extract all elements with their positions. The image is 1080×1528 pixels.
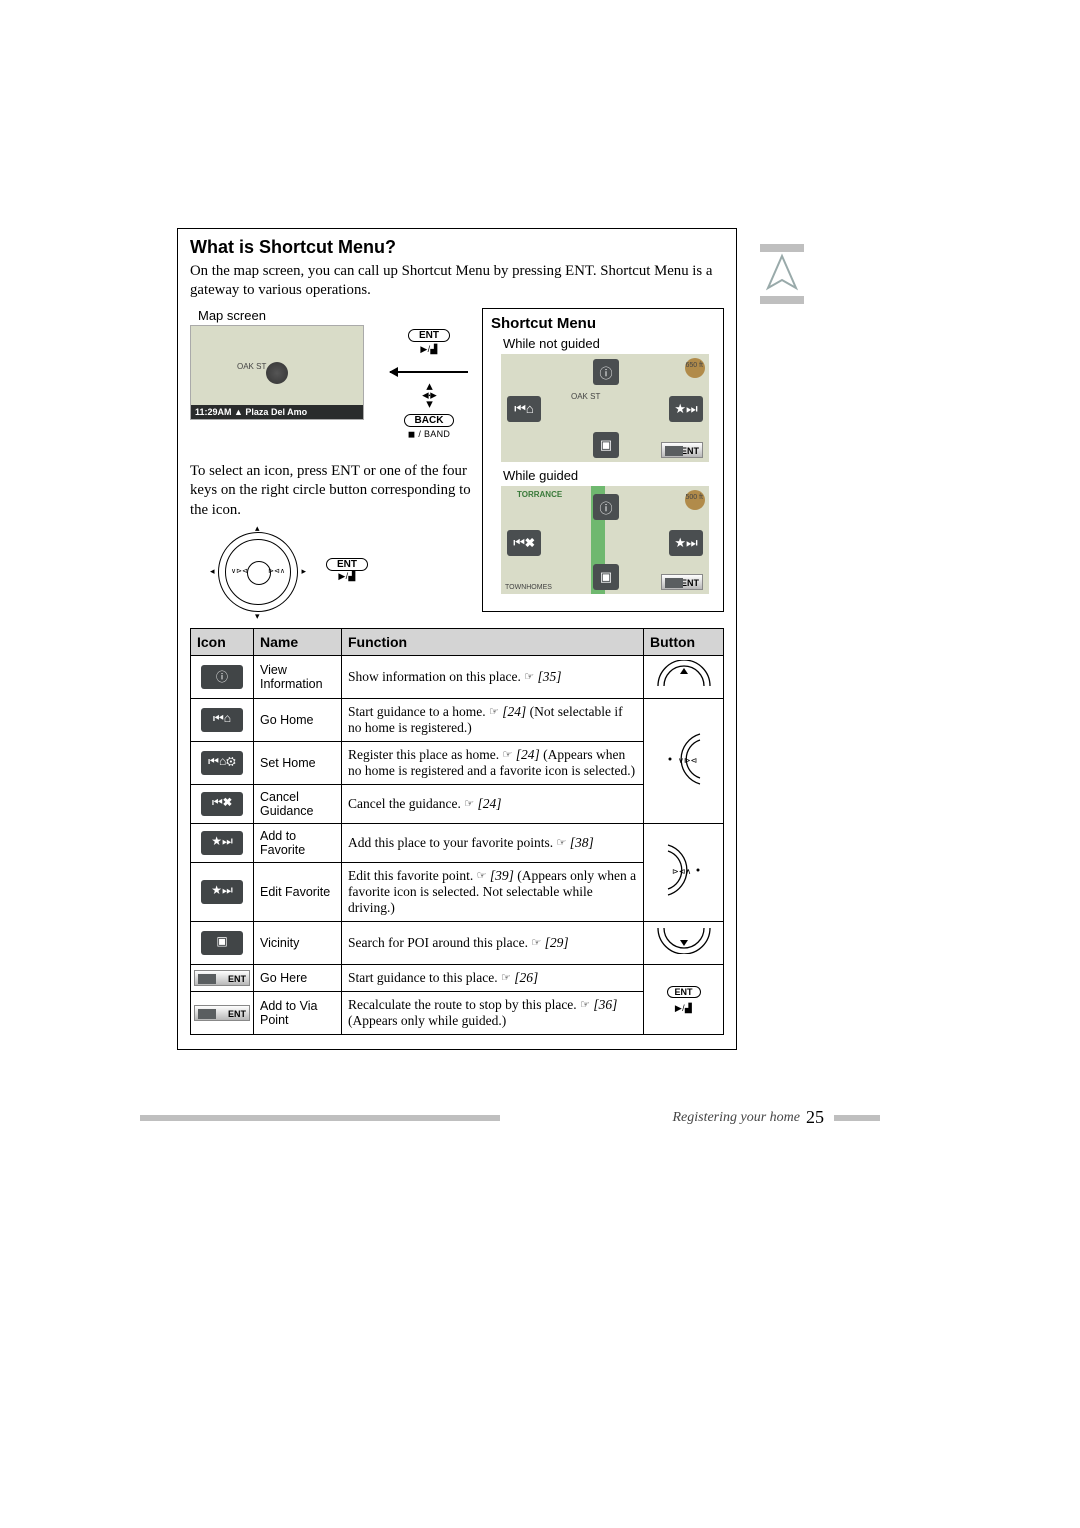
select-instructions: To select an icon, press ENT or one of t… — [190, 462, 480, 520]
add-via-ent-icon: ENT — [194, 1005, 250, 1021]
go-here-ent-icon: ENT — [194, 970, 250, 986]
cancel-guidance-icon: ⏮✖ — [201, 792, 243, 816]
view-info-icon: ⓘ — [201, 665, 243, 689]
vicinity-icon[interactable]: ▣ — [593, 432, 619, 458]
func-cell: Search for POI around this place. ☞ [29] — [342, 921, 644, 964]
vicinity-icon[interactable]: ▣ — [593, 564, 619, 590]
map-screen-label: Map screen — [198, 308, 480, 323]
go-here-icon[interactable]: ENT — [661, 442, 703, 458]
map-screen-thumbnail: OAK ST 11:29AM ▲ Plaza Del Amo — [190, 325, 364, 420]
back-button[interactable]: BACK — [404, 414, 455, 427]
margin-nav-arrow — [760, 244, 804, 304]
func-cell: Show information on this place. ☞ [35] — [342, 655, 644, 698]
ent-caption: ▶/▟ — [420, 344, 437, 355]
map-screen-column: Map screen OAK ST 11:29AM ▲ Plaza Del Am… — [190, 308, 480, 611]
svg-text:∨⊳⊲: ∨⊳⊲ — [678, 756, 697, 765]
button-right: ⊳⊲∧ — [644, 823, 724, 921]
map-status-bar: 11:29AM ▲ Plaza Del Amo — [191, 405, 363, 419]
dial-control-icon: ▴ ▾ ◂ ▸ ∨⊳⊲ ⊳⊲∧ — [218, 532, 298, 612]
add-via-icon[interactable]: ENT — [661, 574, 703, 590]
while-guided-label: While guided — [503, 468, 715, 483]
back-caption: ◼ / BAND — [408, 429, 450, 440]
table-row: ★⏭ Add to Favorite Add this place to you… — [191, 823, 724, 862]
func-cell: Add this place to your favorite points. … — [342, 823, 644, 862]
ent-button-2[interactable]: ENT — [326, 558, 368, 571]
th-button: Button — [644, 628, 724, 655]
while-not-guided-label: While not guided — [503, 336, 715, 351]
th-name: Name — [254, 628, 342, 655]
button-ent: ENT ▶/▟ — [644, 964, 724, 1034]
vehicle-icon — [266, 362, 288, 384]
dpad-icon: ▴◂∙▸▾ — [422, 381, 436, 408]
edit-favorite-icon: ★⏭ — [201, 880, 243, 904]
go-home-icon: ⏮⌂ — [201, 708, 243, 732]
go-home-icon[interactable]: ⏮⌂ — [507, 396, 541, 422]
favorite-icon[interactable]: ★⏭ — [669, 396, 703, 422]
func-cell: Start guidance to this place. ☞ [26] — [342, 964, 644, 991]
func-cell: Edit this favorite point. ☞ [39] (Appear… — [342, 862, 644, 921]
func-cell: Cancel the guidance. ☞ [24] — [342, 784, 644, 823]
ent-button[interactable]: ENT — [408, 329, 450, 342]
ent-back-buttons: ENT ▶/▟ ▴◂∙▸▾ BACK ◼ / BAND — [390, 329, 468, 440]
add-favorite-icon: ★⏭ — [201, 831, 243, 855]
cancel-guidance-icon[interactable]: ⏮✖ — [507, 530, 541, 556]
arrow-left-icon — [390, 371, 468, 373]
shortcut-map-guided: TORRANCE TOWNHOMES 500 ft ⓘ ⏮✖ ★⏭ ▣ ENT — [501, 486, 709, 594]
func-cell: Recalculate the route to stop by this pl… — [342, 991, 644, 1034]
info-icon[interactable]: ⓘ — [593, 494, 619, 520]
section-heading: What is Shortcut Menu? — [190, 237, 724, 258]
button-left: ∨⊳⊲ — [644, 698, 724, 823]
shortcut-map-not-guided: OAK ST 650 ft ⓘ ⏮⌂ ★⏭ ▣ ENT — [501, 354, 709, 462]
section-intro: On the map screen, you can call up Short… — [190, 262, 724, 300]
func-cell: Register this place as home. ☞ [24] (App… — [342, 741, 644, 784]
shortcut-menu-box: Shortcut Menu While not guided OAK ST 65… — [482, 308, 724, 611]
button-up — [644, 655, 724, 698]
info-icon[interactable]: ⓘ — [593, 359, 619, 385]
set-home-icon: ⏮⌂⚙ — [201, 751, 243, 775]
func-cell: Start guidance to a home. ☞ [24] (Not se… — [342, 698, 644, 741]
footer-section-label: Registering your home — [672, 1110, 800, 1126]
page-frame: What is Shortcut Menu? On the map screen… — [177, 228, 737, 1050]
table-row: ▣ Vicinity Search for POI around this pl… — [191, 921, 724, 964]
table-row: ⏮⌂ Go Home Start guidance to a home. ☞ [… — [191, 698, 724, 741]
favorite-icon[interactable]: ★⏭ — [669, 530, 703, 556]
vicinity-icon: ▣ — [201, 931, 243, 955]
th-function: Function — [342, 628, 644, 655]
svg-text:⊳⊲∧: ⊳⊲∧ — [672, 867, 691, 876]
footer-page-number: 25 — [806, 1107, 824, 1128]
table-row: ENT Go Here Start guidance to this place… — [191, 964, 724, 991]
shortcut-functions-table: Icon Name Function Button ⓘ View Informa… — [190, 628, 724, 1035]
table-row: ⓘ View Information Show information on t… — [191, 655, 724, 698]
shortcut-menu-heading: Shortcut Menu — [491, 315, 715, 332]
button-down — [644, 921, 724, 964]
th-icon: Icon — [191, 628, 254, 655]
page-footer: Registering your home 25 — [140, 1107, 880, 1128]
